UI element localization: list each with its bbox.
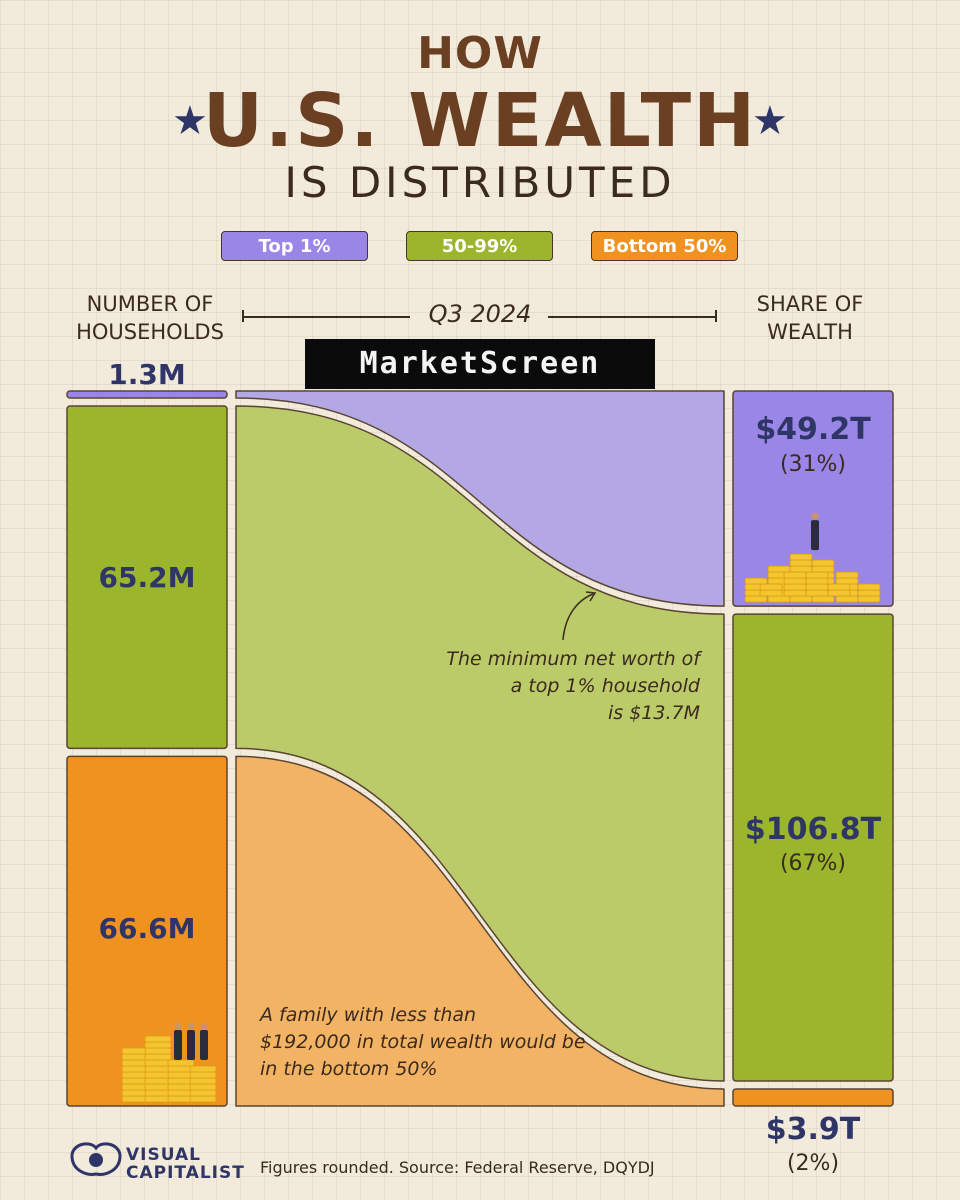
wealth-bottom50-label: $3.9T: [765, 1112, 861, 1147]
annotation-bottom50-line2: $192,000 in total wealth would be: [260, 1031, 586, 1053]
share-top1-label: (31%): [779, 452, 847, 477]
logo-text-line1: VISUAL: [126, 1145, 201, 1165]
title-line-distributed: IS DISTRIBUTED: [284, 158, 676, 207]
header-households-line1: NUMBER OF: [86, 292, 214, 316]
annotation-bottom50-threshold: A family with less than $192,000 in tota…: [260, 1002, 620, 1083]
annotation-top1-line3: is $13.7M: [607, 702, 700, 724]
share-50-99-label: (67%): [779, 851, 847, 876]
period-label: Q3 2024: [428, 300, 532, 328]
annotation-bottom50-line1: A family with less than: [260, 1004, 477, 1026]
header-households-line2: HOUSEHOLDS: [76, 320, 224, 344]
legend-bottom50: Bottom 50%: [591, 231, 738, 261]
header-wealth: SHARE OF WEALTH: [705, 290, 915, 346]
title-line-how: HOW: [417, 28, 543, 79]
households-bar-top1: [66, 390, 228, 399]
wealth-bar-top1: [732, 390, 894, 607]
source-note: Figures rounded. Source: Federal Reserve…: [260, 1158, 655, 1177]
period-line-right: [548, 316, 716, 318]
period-bracket-right: [715, 310, 717, 322]
coin-stack-bottom50-icon: [121, 1035, 217, 1103]
wealth-bar-50-99: [732, 613, 894, 1082]
households-bar-bottom50: [66, 755, 228, 1107]
header-households: NUMBER OF HOUSEHOLDS: [40, 290, 260, 346]
annotation-bottom50-line3: in the bottom 50%: [260, 1058, 438, 1080]
legend-50-99: 50-99%: [406, 231, 553, 261]
star-right-icon: ★: [752, 98, 788, 144]
people-bottom50-icon: [174, 1022, 208, 1060]
households-50-99-label: 65.2M: [98, 561, 196, 594]
flow-top1: [235, 390, 725, 607]
annotation-arrow-icon: [562, 593, 594, 641]
annotation-top1-threshold: The minimum net worth of a top 1% househ…: [400, 646, 700, 727]
legend-top1: Top 1%: [221, 231, 368, 261]
households-top1-label: 1.3M: [108, 358, 186, 391]
wealth-50-99-label: $106.8T: [744, 812, 882, 847]
marketscreen-watermark: MarketScreen: [305, 339, 655, 389]
flow-50-99: [235, 405, 725, 1082]
star-left-icon: ★: [172, 98, 208, 144]
visual-capitalist-logo-icon: [70, 1142, 122, 1176]
logo-text-line2: CAPITALIST: [126, 1163, 245, 1183]
coin-stack-top1-icon: [744, 553, 881, 603]
title-line-wealth: U.S. WEALTH: [202, 78, 758, 164]
logo-text: VISUAL CAPITALIST: [126, 1146, 245, 1182]
wealth-top1-label: $49.2T: [755, 412, 871, 447]
person-top1-icon: [811, 512, 819, 551]
share-bottom50-label: (2%): [786, 1151, 840, 1176]
annotation-top1-line1: The minimum net worth of: [446, 648, 700, 670]
annotation-arrowhead-icon: [585, 591, 597, 602]
households-bar-50-99: [66, 405, 228, 750]
flow-bottom50: [235, 755, 725, 1107]
annotation-top1-line2: a top 1% household: [510, 675, 700, 697]
period-line-left: [242, 316, 410, 318]
header-wealth-line1: SHARE OF: [756, 292, 864, 316]
households-bottom50-label: 66.6M: [98, 912, 196, 945]
header-wealth-line2: WEALTH: [767, 320, 853, 344]
wealth-bar-bottom50: [732, 1088, 894, 1107]
